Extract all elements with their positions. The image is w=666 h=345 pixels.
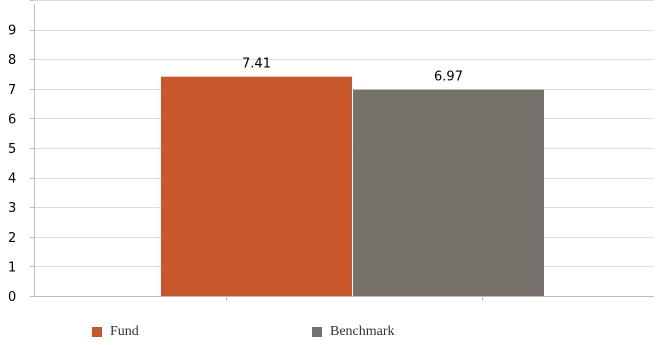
bar-benchmark	[353, 89, 544, 296]
y-tick-label: 1	[8, 260, 16, 275]
y-tick-label: 3	[8, 201, 16, 216]
y-tick-label: 0	[8, 290, 16, 305]
y-tick-label: 5	[8, 142, 16, 157]
legend-label-fund: Fund	[110, 324, 139, 339]
legend-swatch-benchmark	[312, 327, 322, 337]
y-axis-tick-labels: 0 1 2 3 4 5 6 7 8 9	[8, 24, 16, 305]
chart-legend: Fund Benchmark	[0, 324, 666, 344]
y-tick-label: 6	[8, 112, 16, 127]
legend-swatch-fund	[92, 327, 102, 337]
bar-fund	[161, 76, 352, 296]
y-tick-label: 8	[8, 53, 16, 68]
legend-item-fund: Fund	[92, 324, 139, 340]
data-label-benchmark: 6.97	[434, 70, 463, 85]
y-tick-label: 9	[8, 24, 16, 39]
legend-label-benchmark: Benchmark	[330, 324, 395, 339]
y-tick-label: 2	[8, 231, 16, 246]
data-label-fund: 7.41	[242, 57, 271, 72]
legend-item-benchmark: Benchmark	[312, 324, 395, 340]
axes	[30, 0, 654, 301]
bars	[161, 76, 544, 296]
y-tick-label: 7	[8, 83, 16, 98]
y-tick-label: 4	[8, 172, 16, 187]
data-labels: 7.41 6.97	[242, 57, 463, 85]
